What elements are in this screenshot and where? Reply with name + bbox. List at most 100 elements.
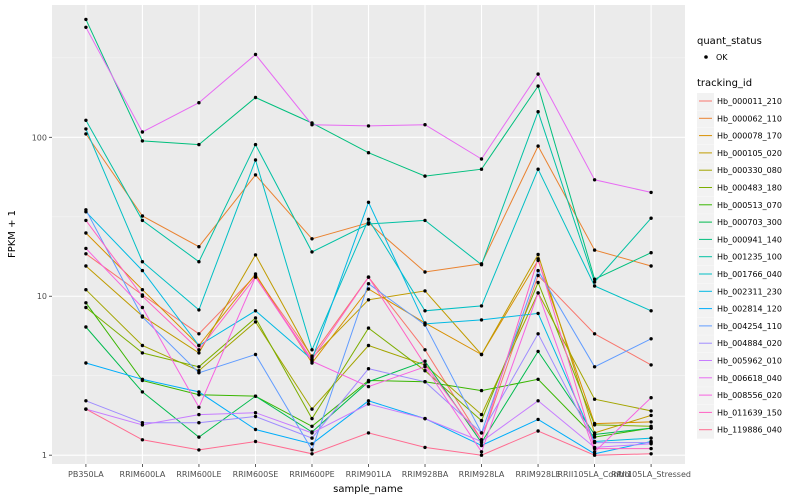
data-point xyxy=(592,450,597,454)
data-point xyxy=(366,124,371,128)
y-axis-title: FPKM + 1 xyxy=(7,210,18,258)
data-point xyxy=(479,352,484,357)
data-point xyxy=(536,144,540,148)
x-tick-label: RRII105LA_Control xyxy=(558,470,632,479)
data-point xyxy=(140,294,145,298)
data-point xyxy=(140,438,145,442)
data-point xyxy=(140,351,145,355)
data-point xyxy=(253,142,258,147)
data-point xyxy=(84,361,88,365)
grid-major xyxy=(52,5,685,464)
legend-label: Hb_000941_140 xyxy=(717,235,782,244)
data-point xyxy=(536,268,540,273)
data-point xyxy=(536,84,540,88)
x-tick-label: RRIM928LE xyxy=(515,470,560,479)
data-point xyxy=(197,101,201,105)
data-point xyxy=(649,337,653,341)
data-point xyxy=(310,436,314,440)
data-point xyxy=(423,359,427,363)
data-point xyxy=(423,218,427,223)
data-point xyxy=(592,435,597,439)
data-point xyxy=(536,429,540,433)
legend-label: Hb_002814_120 xyxy=(717,305,782,314)
data-point xyxy=(197,343,201,348)
series-points xyxy=(84,17,653,457)
legend-label: Hb_008556_020 xyxy=(717,391,782,400)
data-point xyxy=(140,268,145,273)
data-point xyxy=(423,270,427,274)
data-point xyxy=(310,431,314,435)
x-tick-label: RRIM928BA xyxy=(402,470,449,479)
data-point xyxy=(197,245,201,249)
y-tick-label: 10 xyxy=(37,292,47,301)
data-point xyxy=(84,325,88,329)
x-tick-label: RRIM928LA xyxy=(459,470,505,479)
data-point xyxy=(479,450,484,454)
data-point xyxy=(253,158,258,162)
legend: quant_status OK tracking_id Hb_000011_21… xyxy=(697,36,782,439)
data-point xyxy=(592,446,597,451)
data-point xyxy=(310,237,314,241)
data-point xyxy=(197,435,201,439)
data-point xyxy=(84,301,88,305)
data-point xyxy=(592,365,597,369)
legend-label: Hb_000105_020 xyxy=(717,149,782,158)
data-point xyxy=(649,446,653,451)
data-point xyxy=(366,402,371,406)
data-point xyxy=(423,323,427,327)
data-point xyxy=(536,273,540,278)
data-point xyxy=(423,416,427,421)
data-point xyxy=(366,282,371,286)
data-point xyxy=(479,388,484,393)
data-point xyxy=(84,399,88,403)
data-point xyxy=(310,407,314,411)
data-point xyxy=(253,427,258,432)
data-point xyxy=(536,167,540,171)
data-point xyxy=(253,316,258,320)
data-point xyxy=(536,311,540,316)
y-axis: 1 10 100 xyxy=(32,133,52,460)
data-point xyxy=(366,326,371,330)
data-point xyxy=(197,142,201,147)
data-point xyxy=(84,208,88,212)
data-point xyxy=(84,25,88,29)
data-point xyxy=(140,288,145,292)
data-point xyxy=(140,390,145,394)
data-point xyxy=(253,95,258,100)
data-point xyxy=(84,288,88,292)
data-point xyxy=(423,309,427,313)
data-point xyxy=(84,17,88,22)
data-point xyxy=(592,332,597,336)
x-axis-title: sample_name xyxy=(333,484,403,495)
data-point xyxy=(197,365,201,369)
data-point xyxy=(423,174,427,178)
legend-label: Hb_004884_020 xyxy=(717,339,782,348)
data-point xyxy=(84,231,88,235)
data-point xyxy=(84,118,88,123)
data-point xyxy=(479,304,484,308)
data-point xyxy=(84,246,88,251)
data-point xyxy=(253,253,258,257)
data-point xyxy=(592,248,597,252)
data-point xyxy=(84,127,88,131)
data-point xyxy=(423,348,427,352)
y-tick-label: 1 xyxy=(42,451,47,460)
x-tick-label: RRIM600SE xyxy=(233,470,279,479)
legend-label: Hb_000513_070 xyxy=(717,201,782,210)
data-point xyxy=(310,452,314,456)
data-point xyxy=(649,251,653,255)
data-point xyxy=(649,264,653,268)
data-point xyxy=(253,320,258,324)
data-point xyxy=(366,384,371,389)
data-point xyxy=(197,448,201,452)
data-point xyxy=(84,252,88,256)
data-point xyxy=(84,264,88,268)
data-point xyxy=(140,305,145,310)
legend-label: Hb_001235_100 xyxy=(717,253,782,262)
data-point xyxy=(366,380,371,384)
data-point xyxy=(253,411,258,415)
data-point xyxy=(536,280,540,285)
legend-label: Hb_000062_110 xyxy=(717,114,782,123)
data-point xyxy=(536,399,540,403)
data-point xyxy=(536,332,540,336)
